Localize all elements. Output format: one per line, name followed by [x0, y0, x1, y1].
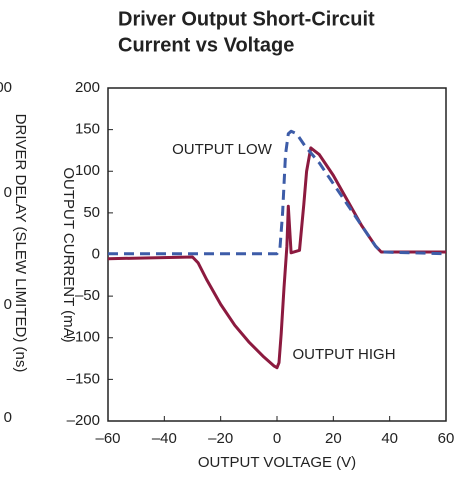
- series-line: [107, 146, 446, 370]
- x-tick-label: 20: [325, 430, 342, 447]
- fragment-tick: 0: [4, 409, 12, 426]
- y-tick-label: –150: [67, 370, 100, 387]
- y-tick-label: 200: [75, 79, 100, 96]
- fragment-axis-label: DRIVER DELAY (SLEW LIMITED) (ns): [12, 114, 29, 373]
- y-tick-label: 50: [83, 204, 100, 221]
- y-axis-label: OUTPUT CURRENT (mA): [60, 167, 77, 342]
- fragment-tick: 0: [4, 296, 12, 313]
- fragment-tick: 0: [4, 184, 12, 201]
- x-tick-label: –20: [208, 430, 233, 447]
- annotation: OUTPUT HIGH: [292, 346, 395, 363]
- y-tick-label: 0: [92, 245, 100, 262]
- chart-title: Driver Output Short-Circuit: [118, 8, 375, 30]
- y-tick-label: 100: [75, 162, 100, 179]
- y-tick-label: –100: [67, 329, 100, 346]
- x-tick-label: –60: [95, 430, 120, 447]
- y-tick-label: –50: [75, 287, 100, 304]
- annotation: OUTPUT LOW: [172, 141, 273, 158]
- x-tick-label: –40: [152, 430, 177, 447]
- chart-title: Current vs Voltage: [118, 34, 294, 56]
- x-tick-label: 0: [273, 430, 281, 447]
- y-tick-label: 150: [75, 121, 100, 138]
- fragment-tick: 00: [0, 79, 12, 96]
- x-axis-label: OUTPUT VOLTAGE (V): [198, 454, 356, 471]
- series-line: [108, 129, 447, 256]
- x-tick-label: 40: [381, 430, 398, 447]
- y-tick-label: –200: [67, 412, 100, 429]
- x-tick-label: 60: [438, 430, 455, 447]
